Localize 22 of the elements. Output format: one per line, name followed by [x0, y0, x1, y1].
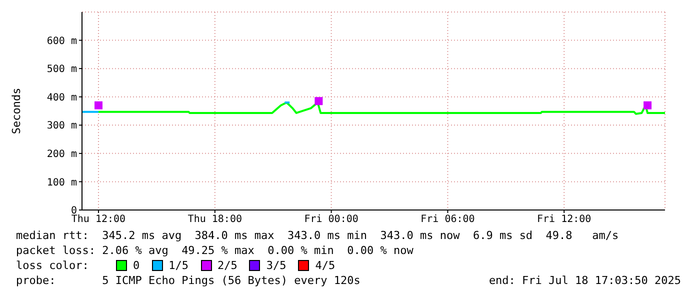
x-tick-label: Fri 12:00 — [537, 214, 592, 226]
text: median rtt: 345.2 ms avg 384.0 ms max 343.0 ms min 343.0 ms now 6.9 ms sd 49.8 am/s — [16, 228, 620, 243]
legend-title: loss color: — [16, 258, 90, 273]
y-tick-label: 600 m — [46, 36, 77, 47]
text: packet loss: 2.06 % avg 49.25 % max 0.00 % min 0.00 % now — [16, 243, 414, 258]
x-tick-label: Fri 00:00 — [304, 214, 358, 226]
x-tick-label: Thu 12:00 — [71, 214, 126, 226]
legend-label: 4/5 — [315, 258, 336, 273]
y-tick-label: 300 m — [46, 120, 77, 132]
x-tick-label: Thu 18:00 — [188, 214, 242, 226]
legend-label: 0 — [133, 258, 140, 273]
x-tick-label: Fri 06:00 — [420, 214, 475, 226]
legend-label: 1/5 — [168, 258, 188, 273]
y-tick-label: 400 m — [46, 92, 77, 104]
y-tick-label: 200 m — [46, 148, 77, 160]
text: probe: 5 ICMP Echo Pings (56 Bytes) every 120s — [16, 273, 360, 288]
text: end: Fri Jul 18 17:03:50 2025 — [488, 273, 681, 288]
legend-label: 3/5 — [266, 258, 286, 273]
legend-label: 2/5 — [218, 258, 238, 273]
y-tick-label: 100 m — [46, 177, 77, 188]
y-axis-title: Seconds — [10, 88, 23, 134]
y-tick-label: 500 m — [46, 64, 77, 76]
